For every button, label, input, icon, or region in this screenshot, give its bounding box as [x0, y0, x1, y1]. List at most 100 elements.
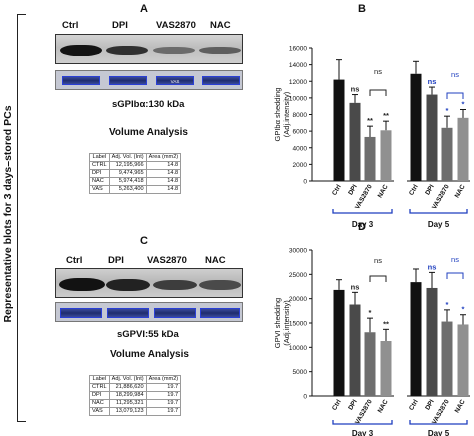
blot-a-lane-vas2870: VAS2870 [156, 20, 196, 31]
bar [333, 79, 345, 181]
y-tick-label: 5000 [293, 369, 308, 376]
significance-label: ** [367, 116, 373, 125]
bar [457, 324, 469, 396]
x-tick-label: DPI [347, 398, 359, 411]
y-axis-label: GPIbα shedding [273, 88, 282, 142]
significance-label: ns [428, 262, 437, 271]
panel-d-letter: D [358, 221, 366, 233]
y-tick-label: 0 [303, 179, 307, 186]
bar [441, 321, 453, 396]
blot-a-stain-box-vas: VAS [156, 76, 194, 85]
bar [380, 341, 392, 396]
blot-c-lane-nac: NAC [205, 255, 226, 266]
y-axis-label: (Adj.intensity) [282, 91, 291, 137]
significance-label: ns [351, 85, 360, 94]
y-axis-label: (Adj.intensity) [282, 300, 291, 346]
y-tick-label: 14000 [289, 62, 307, 69]
blot-a-lane-nac: NAC [210, 20, 231, 31]
comparison-label: ns [374, 67, 382, 76]
blot-c-lane-ctrl: Ctrl [66, 255, 83, 266]
blot-a-stain-box-nac [202, 76, 240, 85]
bar [364, 332, 376, 396]
significance-label: ns [428, 77, 437, 86]
table-row: VAS 5,263,400 14.8 [89, 185, 182, 194]
panel-a-letter: A [140, 3, 148, 15]
comparison-bracket [446, 272, 464, 279]
y-tick-label: 0 [303, 394, 307, 401]
blot-c-loading-stain [55, 302, 243, 322]
blot-a-band-vas2870 [153, 47, 195, 54]
bar [426, 287, 438, 396]
comparison-bracket [446, 92, 464, 99]
bar [333, 289, 345, 396]
group-bracket [409, 209, 468, 214]
bar [426, 94, 438, 181]
significance-label: ** [383, 319, 389, 328]
blot-c-image [55, 268, 243, 298]
blot-c-band-nac [199, 280, 241, 290]
significance-label: ns [351, 282, 360, 291]
table-cell: 14.8 [145, 185, 182, 194]
blot-c-lane-dpi: DPI [108, 255, 124, 266]
blot-a-band-nac [199, 47, 241, 54]
blot-a-stain-box-ctrl [62, 76, 100, 85]
bar [380, 130, 392, 181]
table-row: VAS 13,079,123 19.7 [89, 407, 182, 416]
x-tick-label: Ctrl [331, 183, 343, 196]
blot-a-loading-stain: VAS [55, 70, 243, 90]
significance-label: * [462, 305, 465, 314]
blot-a-image [55, 34, 243, 64]
group-label: Day 3 [352, 220, 374, 229]
x-tick-label: DPI [347, 183, 359, 196]
y-tick-label: 20000 [289, 296, 307, 303]
group-label: Day 3 [352, 429, 374, 436]
blot-a-stain-label-vas: VAS [170, 79, 180, 84]
y-tick-label: 25000 [289, 272, 307, 279]
x-tick-label: DPI [424, 398, 436, 411]
blot-c-band-ctrl [59, 278, 105, 291]
x-tick-label: NAC [454, 398, 467, 414]
y-tick-label: 4000 [293, 145, 308, 152]
blot-c-lane-vas2870: VAS2870 [147, 255, 187, 266]
comparison-bracket [369, 275, 387, 282]
blot-a-lane-ctrl: Ctrl [62, 20, 79, 31]
blot-a-band-ctrl [60, 45, 102, 56]
group-label: Day 5 [428, 220, 450, 229]
y-tick-label: 10000 [289, 95, 307, 102]
group-label: Day 5 [428, 429, 450, 436]
y-tick-label: 10000 [289, 345, 307, 352]
blot-c-stain-box-ctrl [60, 308, 102, 318]
y-tick-label: 30000 [289, 248, 307, 255]
y-tick-label: 8000 [293, 112, 308, 119]
y-tick-label: 15000 [289, 321, 307, 328]
y-tick-label: 2000 [293, 162, 308, 169]
significance-label: * [462, 100, 465, 109]
comparison-bracket [369, 89, 387, 96]
x-tick-label: DPI [424, 183, 436, 196]
x-tick-label: Ctrl [408, 183, 420, 196]
group-bracket [332, 209, 393, 214]
side-bracket [17, 14, 26, 422]
y-axis-label: GPVI shedding [273, 298, 282, 348]
bar [349, 304, 361, 396]
bar [364, 136, 376, 181]
y-tick-label: 6000 [293, 129, 308, 136]
blot-a-lane-dpi: DPI [112, 20, 128, 31]
bar [349, 102, 361, 181]
blot-c-stain-box-vas [154, 308, 196, 318]
comparison-label: ns [451, 255, 459, 264]
panel-c-letter: C [140, 235, 148, 247]
blot-a-target-label: sGPIbα:130 kDa [112, 99, 185, 110]
panel-b-letter: B [358, 3, 366, 15]
bar [441, 127, 453, 181]
bar [410, 73, 422, 181]
blot-c-band-dpi [106, 279, 150, 291]
blot-c-volume-title: Volume Analysis [110, 349, 189, 360]
table-cell: 13,079,123 [108, 407, 147, 416]
bar [410, 282, 422, 396]
x-tick-label: Ctrl [408, 398, 420, 411]
significance-label: * [369, 308, 372, 317]
significance-label: * [446, 106, 449, 115]
